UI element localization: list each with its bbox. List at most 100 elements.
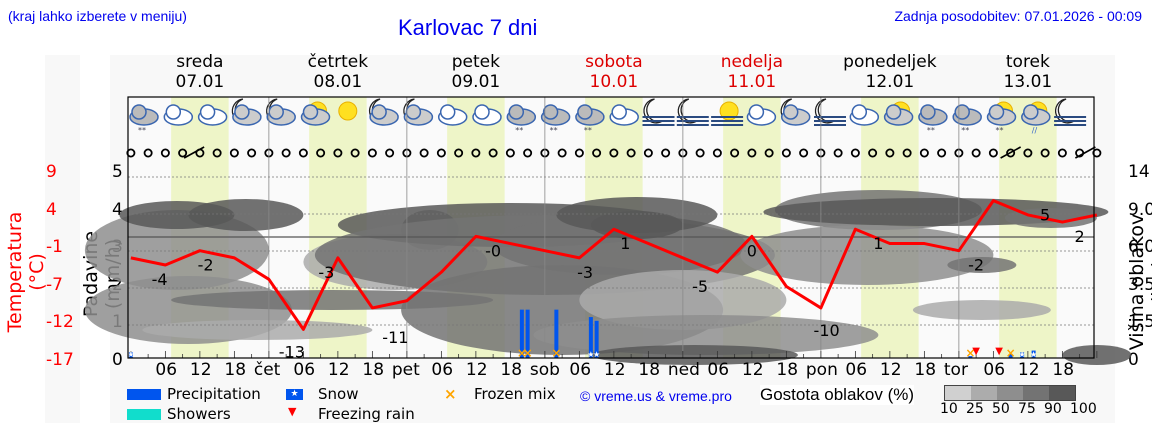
day-name: nedelja (720, 52, 784, 72)
svg-text:★: ★ (127, 350, 134, 359)
y-tick: 9 (46, 162, 57, 182)
day-header-6: torek 13.01 (958, 52, 1098, 92)
snow-star-icon: ★ (286, 389, 303, 400)
snow-cloud-icon: ** (506, 104, 537, 135)
legend-snow: Snow (318, 385, 359, 403)
x-tick: 12 (1017, 360, 1040, 380)
day-date: 11.01 (727, 72, 777, 92)
cloud-scale-label: 100 (1070, 401, 1097, 417)
cloud-icon (197, 104, 228, 126)
y-tick: 14 (1128, 162, 1150, 182)
svg-text:×: × (1006, 346, 1016, 360)
snow-cloud-icon: ** (575, 104, 605, 135)
x-tick: 12 (465, 360, 488, 380)
cloud-icon (609, 104, 639, 126)
svg-text:2: 2 (1075, 227, 1085, 246)
svg-text:**: ** (996, 126, 1004, 135)
svg-text:5: 5 (1040, 206, 1050, 225)
moon-fog-icon (1054, 98, 1087, 126)
y-tick: 3.5 (1128, 274, 1152, 295)
y-tick: -12 (46, 312, 74, 332)
copyright-link[interactable]: © vreme.us & vreme.pro (580, 388, 732, 404)
x-tick: 18 (224, 360, 247, 380)
snow-cloud-icon: ** (129, 104, 159, 135)
x-tick: ned (667, 360, 700, 380)
x-tick: 06 (155, 360, 178, 380)
svg-text:×: × (517, 346, 527, 360)
x-tick: pon (805, 360, 838, 380)
day-date: 09.01 (451, 72, 501, 92)
y-tick: 5 (112, 162, 123, 182)
svg-text:**: ** (138, 126, 146, 135)
svg-text:-5: -5 (692, 277, 708, 296)
y-tick: 1.5 (1128, 312, 1152, 332)
x-tick: 12 (879, 360, 902, 380)
moon-fog-icon (642, 98, 675, 126)
sun-cloud-icon (883, 101, 914, 126)
snow-cloud-icon: ** (918, 104, 948, 135)
svg-text:-4: -4 (152, 270, 168, 289)
day-header-4: nedelja 11.01 (682, 52, 822, 92)
cloud-scale-label: 50 (992, 401, 1010, 417)
cloud-icon (163, 104, 194, 126)
x-tick: 06 (707, 360, 730, 380)
x-tick: 12 (603, 360, 626, 380)
cloud-density-scale (944, 385, 1076, 401)
y-tick: 2 (112, 274, 123, 295)
y-tick: 0 (112, 349, 123, 370)
x-tick: 18 (914, 360, 937, 380)
x-tick: 18 (1052, 360, 1075, 380)
cloud-icon (746, 104, 777, 126)
day-name: petek (451, 52, 500, 72)
cloud-scale-label: 75 (1018, 401, 1036, 417)
day-name: četrtek (307, 52, 369, 72)
svg-text:×: × (965, 346, 975, 360)
y-tick: -1 (46, 237, 63, 257)
y-tick: 0 (1128, 349, 1139, 370)
day-header-1: četrtek 08.01 (268, 52, 408, 92)
sun-fog-icon (711, 101, 744, 126)
day-name: sobota (585, 52, 643, 72)
legend-showers: Showers (167, 405, 231, 423)
day-name: ponedeljek (843, 52, 937, 72)
freezing-rain-triangle-icon: ▼ (288, 405, 297, 418)
x-tick: pet (391, 360, 420, 380)
y-tick: 6.0 (1128, 237, 1152, 257)
day-header-0: sreda 07.01 (130, 52, 270, 92)
x-tick: 12 (741, 360, 764, 380)
moon-cloud-icon (780, 98, 811, 126)
temperature-line (130, 199, 1098, 331)
svg-text:**: ** (927, 126, 935, 135)
svg-text:-11: -11 (382, 328, 408, 347)
svg-text:**: ** (584, 126, 592, 135)
moon-fog-icon (814, 98, 846, 126)
svg-text:▼: ▼ (972, 346, 980, 357)
day-header-2: petek 09.01 (406, 52, 546, 92)
svg-text:**: ** (961, 126, 969, 135)
y-tick: 4 (112, 199, 123, 220)
svg-text:**: ** (550, 126, 558, 135)
x-tick: 06 (569, 360, 592, 380)
svg-text:-10: -10 (814, 321, 840, 340)
y-tick: -17 (46, 349, 74, 370)
sun-cloud-icon (300, 101, 331, 126)
legend-freezing-rain: Freezing rain (318, 405, 415, 423)
x-tick: tor (943, 360, 968, 380)
x-tick: 06 (983, 360, 1006, 380)
svg-text:-2: -2 (968, 256, 984, 275)
moon-cloud-icon (231, 98, 262, 126)
legend-precipitation: Precipitation (167, 385, 261, 403)
svg-text:**: ** (515, 126, 523, 135)
day-date: 12.01 (865, 72, 915, 92)
location-hint[interactable]: (kraj lahko izberete v meniju) (8, 8, 187, 24)
sun-rain-cloud-icon: // (1021, 101, 1051, 135)
legend-precipitation-swatch (127, 389, 161, 400)
moon-cloud-icon (368, 98, 399, 126)
moon-cloud-icon (403, 98, 434, 126)
x-tick: 18 (500, 360, 523, 380)
sun-icon (338, 101, 358, 121)
svg-text:★: ★ (593, 350, 600, 359)
y-tick: 9.0 (1128, 199, 1152, 220)
day-name: torek (1005, 52, 1050, 72)
cloud-scale-label: 90 (1044, 401, 1062, 417)
